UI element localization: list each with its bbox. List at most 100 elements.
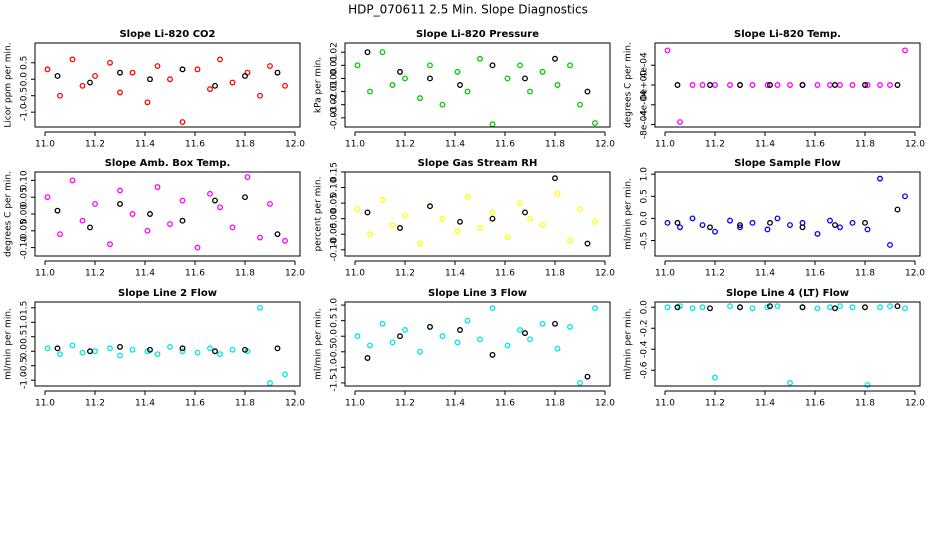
plot-frame <box>344 301 611 387</box>
point <box>117 200 123 207</box>
point <box>217 56 223 63</box>
point <box>464 317 471 324</box>
point <box>457 82 463 88</box>
x-tick-label: 11.4 <box>445 269 465 279</box>
point <box>274 69 281 76</box>
point <box>689 215 696 222</box>
plot-frame <box>344 171 611 257</box>
point <box>167 221 173 228</box>
point <box>727 82 733 88</box>
point <box>862 219 868 226</box>
x-tick-label: 11.0 <box>35 399 55 409</box>
point <box>902 305 908 312</box>
y-tick-label: -0.02 <box>330 93 340 116</box>
x-tick-label: 11.2 <box>705 399 725 409</box>
x-tick-label: 11.6 <box>805 269 825 279</box>
x-tick-label: 11.8 <box>545 399 565 409</box>
point <box>677 119 683 126</box>
point <box>554 345 561 352</box>
x-tick-label: 11.8 <box>855 269 875 279</box>
panel-title: Slope Sample Flow <box>734 158 841 169</box>
point <box>849 304 856 311</box>
point <box>477 55 483 62</box>
point <box>79 349 86 356</box>
panel-title: Slope Line 4 (LT) Flow <box>726 288 849 299</box>
x-tick-label: 11.2 <box>85 269 105 279</box>
point <box>712 374 718 381</box>
point <box>554 190 561 197</box>
y-tick-label: 0.0 <box>20 72 30 87</box>
point <box>364 355 371 361</box>
point <box>267 200 273 207</box>
point <box>402 327 408 333</box>
point <box>814 230 821 237</box>
point <box>902 193 908 200</box>
point <box>707 224 713 231</box>
point <box>864 226 871 233</box>
y-axis-label: degrees C per min. <box>624 42 634 128</box>
point <box>527 88 533 95</box>
x-tick-label: 11.6 <box>495 140 515 150</box>
point <box>154 184 161 191</box>
point <box>489 62 496 69</box>
plot-frame <box>654 171 921 257</box>
x-tick-label: 11.2 <box>85 399 105 409</box>
y-tick-label: -4e-04 <box>640 90 650 119</box>
x-tick-label: 11.2 <box>705 140 725 150</box>
point <box>54 72 61 79</box>
y-tick-label: -1.0 <box>20 371 30 389</box>
x-tick-label: 12.0 <box>905 140 925 150</box>
point <box>592 218 598 225</box>
point <box>832 222 838 229</box>
point <box>787 82 793 88</box>
point <box>107 345 113 352</box>
plot-frame <box>654 42 921 128</box>
point <box>689 82 696 88</box>
point <box>592 120 598 127</box>
y-tick-label: 0.02 <box>330 42 340 62</box>
x-tick-label: 12.0 <box>905 399 925 409</box>
point <box>887 82 893 88</box>
x-tick-label: 11.6 <box>185 399 205 409</box>
x-tick-label: 11.4 <box>135 399 155 409</box>
point <box>664 219 671 226</box>
point <box>727 303 733 310</box>
point <box>117 187 123 194</box>
point <box>902 47 908 54</box>
x-tick-label: 11.8 <box>855 140 875 150</box>
point <box>282 82 288 89</box>
point <box>592 305 598 312</box>
point <box>699 304 706 311</box>
point <box>894 206 901 213</box>
point <box>674 304 681 311</box>
point <box>567 323 573 330</box>
point <box>69 177 76 184</box>
point <box>489 209 496 216</box>
y-axis-label: ml/min per min. <box>314 308 324 380</box>
point <box>539 320 546 327</box>
plot-frame <box>34 301 301 387</box>
point <box>539 68 546 75</box>
point <box>539 221 546 228</box>
point <box>427 203 433 210</box>
y-tick-label: 0.5 <box>330 314 340 328</box>
point <box>267 63 273 70</box>
point <box>427 62 433 69</box>
y-tick-label: -0.2 <box>640 319 650 337</box>
point <box>242 72 248 79</box>
point <box>877 175 883 182</box>
point <box>107 59 113 66</box>
point <box>282 371 288 378</box>
point <box>517 200 523 207</box>
point <box>194 66 201 73</box>
point <box>767 303 773 310</box>
x-tick-label: 11.2 <box>705 269 725 279</box>
point <box>54 345 61 352</box>
y-tick-label: 1.0 <box>20 315 30 330</box>
point <box>707 305 713 312</box>
point <box>664 47 671 54</box>
point <box>799 82 806 88</box>
x-tick-label: 11.8 <box>545 140 565 150</box>
point <box>527 215 533 222</box>
